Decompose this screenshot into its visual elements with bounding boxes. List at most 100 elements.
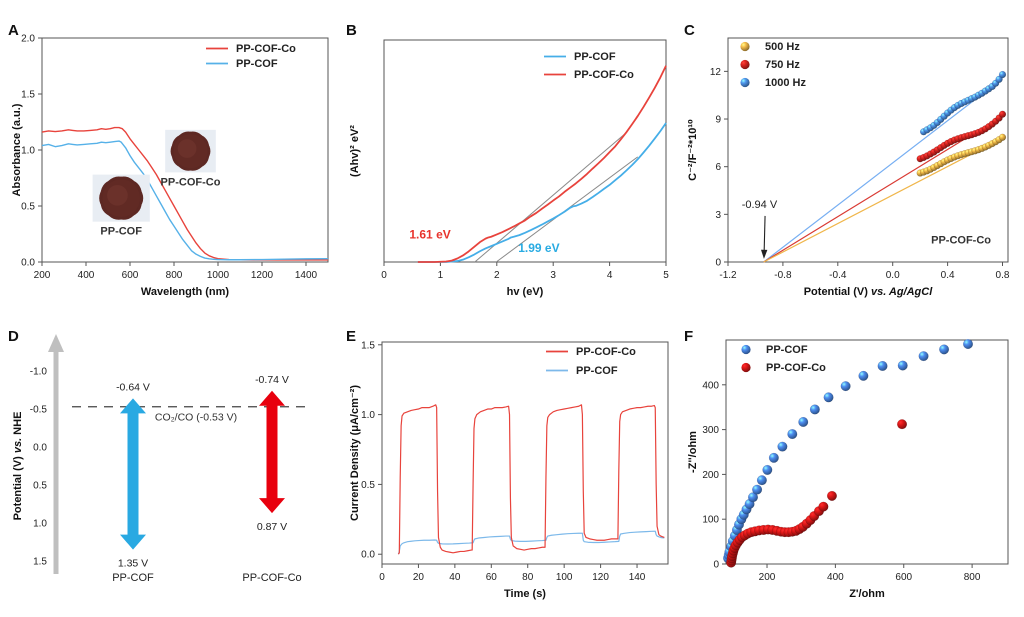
- svg-text:6: 6: [715, 162, 721, 173]
- svg-text:PP-COF-Co: PP-COF-Co: [766, 362, 826, 374]
- svg-text:Potential (V) vs. Ag/AgCl: Potential (V) vs. Ag/AgCl: [804, 286, 934, 298]
- svg-text:1.35 V: 1.35 V: [118, 558, 148, 570]
- svg-text:1.0: 1.0: [21, 146, 35, 157]
- svg-text:-0.74 V: -0.74 V: [255, 374, 289, 386]
- svg-text:0.5: 0.5: [361, 480, 375, 491]
- panel-a-label: A: [8, 22, 19, 39]
- svg-text:12: 12: [710, 67, 722, 78]
- svg-text:0: 0: [379, 572, 385, 583]
- svg-text:2.0: 2.0: [21, 34, 35, 45]
- svg-text:800: 800: [964, 572, 981, 583]
- svg-text:1200: 1200: [251, 270, 274, 281]
- svg-text:C⁻²/F⁻²*10¹⁰: C⁻²/F⁻²*10¹⁰: [687, 119, 699, 181]
- svg-text:200: 200: [34, 270, 51, 281]
- panel-c: C -1.2 -0.8 -0.4 0.0 0.4 0.8 0 3 6 9 12 Potential (…: [682, 14, 1022, 310]
- svg-text:400: 400: [827, 572, 844, 583]
- svg-text:PP-COF: PP-COF: [112, 572, 154, 584]
- svg-text:1000: 1000: [207, 270, 230, 281]
- svg-text:600: 600: [895, 572, 912, 583]
- svg-text:0.4: 0.4: [941, 270, 955, 281]
- panel-f: F 200 400 600 800 0 100 200 300 400 Z'/ohm -Z''/oh…: [682, 320, 1022, 612]
- svg-text:400: 400: [702, 380, 719, 391]
- svg-text:1.5: 1.5: [33, 557, 47, 568]
- svg-text:0.0: 0.0: [33, 443, 47, 454]
- svg-text:hv (eV): hv (eV): [507, 286, 544, 298]
- svg-text:PP-COF-Co: PP-COF-Co: [161, 176, 221, 188]
- svg-text:-0.8: -0.8: [774, 270, 792, 281]
- svg-text:1: 1: [438, 270, 444, 281]
- panel-f-chart: 200 400 600 800 0 100 200 300 400 Z'/ohm -Z''/ohm P…: [687, 339, 1009, 600]
- svg-text:PP-COF: PP-COF: [574, 51, 616, 63]
- svg-text:PP-COF-Co: PP-COF-Co: [236, 43, 296, 55]
- panel-b: B 0 1 2 3 4 5 hv (eV) (Ahv)² eV² PP-COF PP-COF-Co…: [344, 14, 678, 310]
- svg-text:(Ahv)² eV²: (Ahv)² eV²: [349, 125, 361, 177]
- svg-text:3: 3: [715, 210, 721, 221]
- svg-text:100: 100: [556, 572, 573, 583]
- panel-d-diagram: -1.0 -0.5 0.0 0.5 1.0 1.5 Potential (V) vs. NH…: [12, 334, 312, 584]
- svg-text:CO₂/CO (-0.53 V): CO₂/CO (-0.53 V): [155, 412, 237, 424]
- svg-text:1.0: 1.0: [361, 410, 375, 421]
- svg-text:120: 120: [592, 572, 609, 583]
- svg-text:PP-COF: PP-COF: [766, 344, 808, 356]
- svg-text:-1.2: -1.2: [719, 270, 737, 281]
- svg-text:0: 0: [715, 258, 721, 269]
- svg-text:800: 800: [166, 270, 183, 281]
- panel-e-label: E: [346, 328, 357, 345]
- svg-text:200: 200: [702, 470, 719, 481]
- svg-text:-Z''/ohm: -Z''/ohm: [687, 431, 699, 473]
- svg-text:5: 5: [663, 270, 669, 281]
- svg-text:20: 20: [413, 572, 425, 583]
- svg-text:PP-COF-Co: PP-COF-Co: [931, 235, 991, 247]
- svg-text:750 Hz: 750 Hz: [765, 59, 800, 71]
- panel-a-chart: 200 400 600 800 1000 1200 1400 0.0 0.5 1.0 1.5 2.0 W…: [11, 34, 329, 298]
- svg-text:1.61 eV: 1.61 eV: [409, 228, 450, 242]
- panel-a: A 200 400 600 800 1000 1200 1400 0.0 0.5 1.0 1.5 2.…: [6, 14, 340, 310]
- svg-text:1000 Hz: 1000 Hz: [765, 77, 806, 89]
- svg-text:2: 2: [494, 270, 500, 281]
- svg-text:40: 40: [449, 572, 461, 583]
- svg-text:80: 80: [522, 572, 534, 583]
- svg-text:Absorbance (a.u.): Absorbance (a.u.): [11, 103, 23, 196]
- svg-text:Z'/ohm: Z'/ohm: [849, 588, 885, 600]
- panel-e: E 0 20 40 60 80 100 120 140 0.0 0.5 1.0 1.5 Time (s)…: [344, 320, 678, 612]
- svg-text:-0.4: -0.4: [829, 270, 847, 281]
- svg-text:PP-COF-Co: PP-COF-Co: [574, 69, 634, 81]
- svg-text:1.5: 1.5: [21, 90, 35, 101]
- svg-text:PP-COF: PP-COF: [100, 226, 142, 238]
- svg-text:100: 100: [702, 515, 719, 526]
- svg-text:Time (s): Time (s): [504, 588, 546, 600]
- panel-e-chart: 0 20 40 60 80 100 120 140 0.0 0.5 1.0 1.5 Time (s) Cu…: [349, 340, 669, 600]
- svg-text:0.0: 0.0: [886, 270, 900, 281]
- panel-d-label: D: [8, 328, 19, 345]
- svg-text:4: 4: [607, 270, 613, 281]
- svg-text:500 Hz: 500 Hz: [765, 41, 800, 53]
- svg-text:Potential (V) vs. NHE: Potential (V) vs. NHE: [12, 412, 24, 521]
- panel-f-label: F: [684, 328, 694, 345]
- svg-text:-0.94 V: -0.94 V: [742, 199, 778, 211]
- svg-text:0.5: 0.5: [33, 481, 47, 492]
- svg-text:PP-COF-Co: PP-COF-Co: [242, 572, 301, 584]
- svg-text:0.0: 0.0: [361, 550, 375, 561]
- svg-text:PP-COF: PP-COF: [576, 365, 618, 377]
- svg-text:Wavelength (nm): Wavelength (nm): [141, 286, 230, 298]
- svg-text:0: 0: [381, 270, 387, 281]
- svg-text:0: 0: [713, 560, 719, 571]
- svg-text:PP-COF-Co: PP-COF-Co: [576, 346, 636, 358]
- svg-text:1400: 1400: [295, 270, 318, 281]
- svg-text:1.99 eV: 1.99 eV: [518, 241, 559, 255]
- panel-c-label: C: [684, 22, 695, 39]
- svg-text:0.87 V: 0.87 V: [257, 521, 287, 533]
- svg-text:60: 60: [486, 572, 498, 583]
- svg-text:300: 300: [702, 425, 719, 436]
- svg-text:0.5: 0.5: [21, 202, 35, 213]
- svg-text:600: 600: [122, 270, 139, 281]
- svg-text:9: 9: [715, 115, 721, 126]
- svg-text:1.0: 1.0: [33, 519, 47, 530]
- svg-text:0.0: 0.0: [21, 258, 35, 269]
- svg-text:400: 400: [78, 270, 95, 281]
- svg-text:Current Density (μA/cm⁻²): Current Density (μA/cm⁻²): [349, 385, 361, 521]
- panel-c-chart: -1.2 -0.8 -0.4 0.0 0.4 0.8 0 3 6 9 12 Potential (V)…: [687, 37, 1010, 298]
- svg-text:0.8: 0.8: [996, 270, 1010, 281]
- svg-text:140: 140: [629, 572, 646, 583]
